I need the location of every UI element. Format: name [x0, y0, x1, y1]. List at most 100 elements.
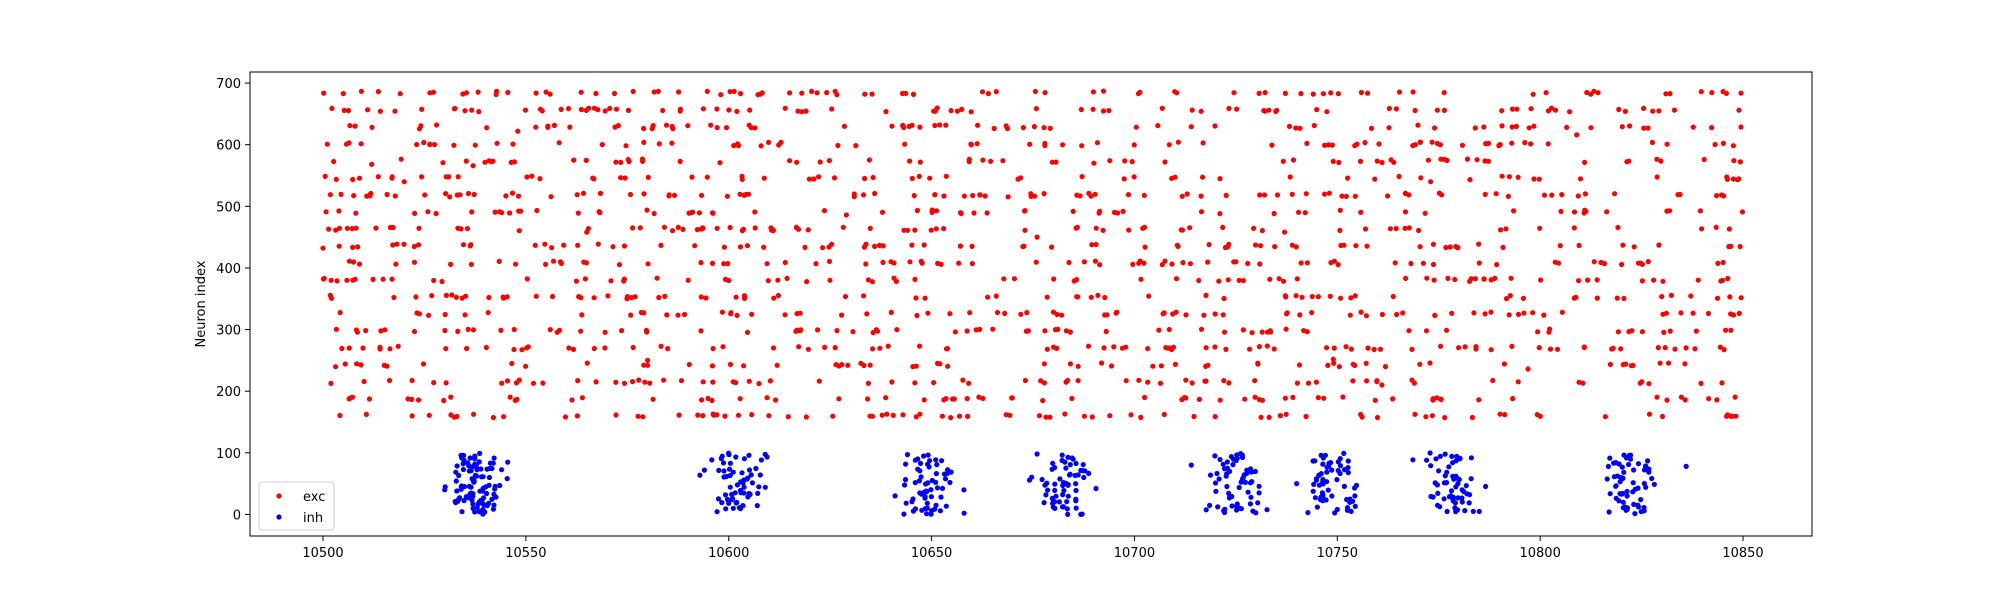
inh-spike-point [1444, 508, 1450, 515]
exc-spike-point [641, 362, 647, 368]
exc-spike-point [394, 241, 400, 247]
exc-spike-point [1738, 124, 1744, 130]
inh-spike-point [758, 457, 765, 463]
exc-spike-point [333, 227, 339, 233]
exc-spike-point [1390, 293, 1396, 300]
inh-spike-point [1203, 507, 1209, 513]
exc-spike-point [1730, 143, 1736, 149]
inh-spike-point [1635, 461, 1642, 467]
exc-spike-point [870, 330, 876, 336]
inh-spike-series [442, 450, 1689, 517]
exc-spike-point [427, 142, 433, 148]
exc-spike-point [1521, 310, 1527, 316]
exc-spike-point [1656, 242, 1662, 248]
exc-spike-point [1003, 123, 1009, 129]
inh-spike-point [1214, 470, 1220, 477]
exc-spike-point [1728, 327, 1734, 333]
exc-spike-point [794, 327, 800, 333]
inh-spike-point [916, 478, 923, 484]
exc-spike-point [439, 278, 445, 285]
exc-spike-point [1400, 310, 1406, 316]
inh-spike-point [1645, 458, 1651, 464]
exc-spike-point [799, 90, 805, 96]
exc-spike-point [1032, 88, 1038, 95]
exc-spike-point [640, 158, 646, 164]
exc-spike-point [530, 380, 537, 386]
exc-spike-point [1175, 139, 1181, 145]
inh-spike-point [917, 490, 923, 496]
exc-spike-point [1591, 259, 1597, 265]
exc-spike-point [1094, 140, 1100, 146]
exc-spike-point [1558, 208, 1564, 215]
exc-spike-point [377, 108, 383, 114]
exc-spike-point [710, 346, 716, 352]
inh-spike-point [1255, 500, 1261, 506]
exc-spike-point [787, 90, 793, 96]
exc-spike-point [1044, 294, 1050, 300]
exc-spike-point [682, 311, 688, 318]
exc-spike-point [1379, 382, 1385, 388]
exc-spike-point [761, 175, 767, 181]
inh-spike-point [486, 474, 492, 481]
inh-spike-point [1252, 468, 1258, 475]
inh-spike-point [1052, 481, 1058, 487]
exc-spike-point [1417, 244, 1423, 250]
exc-spike-point [734, 108, 740, 114]
exc-spike-point [1410, 143, 1416, 149]
exc-spike-point [1169, 175, 1175, 181]
exc-spike-point [640, 414, 646, 420]
inh-spike-point [727, 472, 733, 479]
exc-spike-point [336, 208, 342, 214]
exc-spike-point [448, 261, 454, 267]
exc-spike-point [1189, 107, 1195, 113]
exc-spike-point [628, 312, 634, 318]
inh-spike-point [961, 510, 967, 516]
inh-spike-point [1410, 457, 1416, 463]
exc-spike-point [965, 413, 971, 419]
exc-spike-point [1225, 277, 1231, 283]
exc-spike-point [1554, 346, 1561, 352]
exc-spike-point [824, 90, 830, 96]
exc-spike-point [504, 378, 511, 384]
inh-spike-point [1067, 471, 1073, 477]
exc-spike-point [1497, 411, 1503, 417]
inh-spike-point [1337, 463, 1344, 469]
exc-spike-point [876, 242, 883, 248]
x-tick-label: 10500 [302, 546, 343, 561]
inh-spike-point [459, 455, 465, 461]
exc-spike-point [1173, 276, 1180, 282]
exc-spike-point [1594, 295, 1600, 301]
exc-spike-point [470, 327, 477, 333]
exc-spike-point [1120, 208, 1126, 214]
exc-spike-point [320, 276, 327, 282]
exc-spike-point [558, 106, 564, 112]
y-axis-label: Neuron index [194, 260, 209, 347]
exc-spike-point [387, 346, 393, 352]
exc-spike-point [1515, 174, 1521, 180]
exc-spike-point [671, 192, 678, 198]
exc-spike-point [700, 379, 706, 385]
exc-spike-point [863, 261, 869, 267]
x-tick-label: 10550 [505, 546, 546, 561]
exc-spike-point [1503, 296, 1510, 302]
inh-spike-point [1607, 455, 1613, 461]
exc-spike-point [1582, 191, 1588, 197]
exc-spike-point [910, 91, 917, 97]
exc-spike-point [524, 174, 530, 180]
exc-spike-point [1051, 276, 1057, 282]
inh-spike-point [1224, 483, 1230, 490]
exc-spike-point [1282, 395, 1288, 401]
exc-spike-point [1552, 107, 1559, 113]
exc-spike-point [539, 108, 545, 114]
inh-spike-point [472, 456, 478, 462]
exc-spike-point [1296, 362, 1303, 368]
exc-spike-point [571, 157, 577, 163]
exc-spike-point [1141, 260, 1147, 266]
exc-spike-point [1622, 108, 1628, 114]
inh-spike-point [716, 467, 722, 473]
exc-spike-point [1283, 411, 1289, 417]
exc-spike-point [1564, 124, 1570, 130]
exc-spike-point [1145, 346, 1151, 352]
exc-spike-point [324, 141, 330, 147]
